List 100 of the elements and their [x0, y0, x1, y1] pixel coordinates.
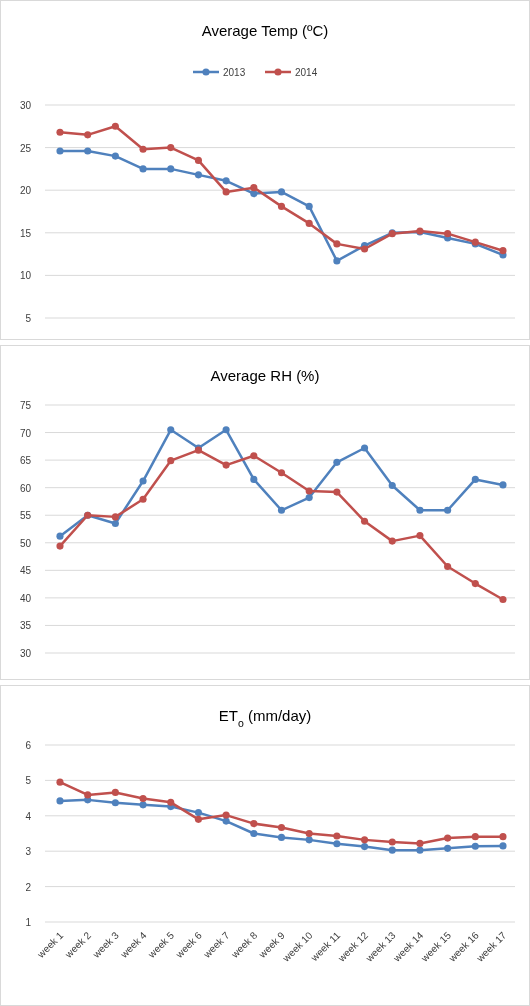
- point: [84, 791, 92, 799]
- chart-title: Average RH (%): [210, 367, 320, 384]
- point: [250, 475, 258, 483]
- point: [139, 145, 147, 153]
- point: [139, 794, 147, 803]
- point: [250, 184, 258, 192]
- point: [222, 177, 230, 185]
- y-tick-label: 45: [19, 565, 32, 577]
- point: [277, 823, 286, 832]
- y-tick-label: 4: [25, 810, 32, 822]
- point: [222, 426, 230, 434]
- y-tick-label: 20: [19, 185, 32, 197]
- y-tick-label: 25: [19, 142, 32, 154]
- point: [416, 506, 424, 514]
- point: [250, 452, 258, 460]
- point: [305, 202, 313, 210]
- point: [388, 846, 396, 854]
- point: [167, 798, 175, 806]
- point: [444, 844, 452, 852]
- point: [444, 834, 452, 842]
- point: [499, 833, 507, 841]
- point: [139, 495, 147, 503]
- point: [56, 147, 64, 155]
- point: [333, 240, 341, 248]
- point: [305, 494, 313, 502]
- point: [277, 469, 286, 477]
- y-tick-label: 15: [19, 227, 32, 239]
- point: [139, 477, 147, 485]
- legend-label: 2013: [223, 67, 246, 78]
- point: [471, 842, 479, 850]
- point: [444, 506, 452, 514]
- y-tick-label: 70: [19, 427, 32, 439]
- point: [222, 461, 230, 469]
- y-tick-label: 35: [19, 620, 32, 632]
- point: [333, 458, 341, 466]
- point: [56, 542, 64, 550]
- point: [56, 128, 64, 136]
- point: [499, 247, 507, 255]
- point: [222, 188, 230, 196]
- point: [333, 832, 341, 840]
- point: [360, 444, 369, 452]
- point: [111, 519, 119, 528]
- point: [194, 156, 203, 164]
- point: [444, 230, 452, 238]
- point: [416, 532, 424, 540]
- point: [167, 457, 175, 465]
- point: [416, 839, 424, 847]
- y-tick-label: 5: [25, 313, 32, 324]
- y-tick-label: 75: [19, 400, 32, 411]
- point: [360, 843, 369, 851]
- point: [250, 820, 258, 828]
- point: [471, 475, 479, 483]
- point: [194, 171, 203, 179]
- y-tick-label: 2: [25, 881, 32, 893]
- point: [444, 562, 452, 571]
- point: [111, 152, 119, 160]
- point: [305, 219, 313, 227]
- point: [56, 532, 64, 540]
- chart-title: Average Temp (ºC): [201, 22, 329, 39]
- point: [499, 481, 507, 489]
- y-tick-label: 60: [19, 482, 32, 494]
- point: [333, 840, 341, 848]
- legend-label: 2014: [295, 67, 318, 78]
- point: [250, 829, 258, 838]
- point: [56, 797, 64, 805]
- point: [56, 778, 64, 786]
- y-tick-label: 5: [25, 775, 32, 787]
- y-tick-label: 10: [19, 270, 32, 282]
- point: [139, 165, 147, 173]
- point: [360, 517, 369, 525]
- point: [250, 190, 258, 198]
- y-tick-label: 50: [19, 537, 32, 549]
- point: [471, 580, 479, 588]
- y-tick-label: 3: [25, 846, 32, 858]
- y-tick-label: 30: [19, 100, 32, 111]
- point: [277, 188, 286, 196]
- point: [84, 147, 92, 155]
- point: [167, 165, 175, 173]
- point: [167, 426, 175, 434]
- point: [194, 815, 203, 823]
- point: [111, 122, 119, 130]
- y-tick-label: 6: [25, 740, 32, 751]
- point: [499, 595, 507, 604]
- point: [305, 487, 313, 495]
- point: [305, 829, 313, 838]
- y-tick-label: 55: [19, 510, 32, 522]
- y-tick-label: 40: [19, 592, 32, 604]
- point: [305, 836, 313, 844]
- y-tick-label: 30: [19, 648, 32, 659]
- point: [416, 846, 424, 854]
- point: [360, 836, 369, 844]
- point: [84, 131, 92, 139]
- point: [222, 817, 230, 825]
- point: [111, 513, 119, 521]
- point: [388, 481, 396, 490]
- point: [388, 537, 396, 545]
- point: [111, 799, 119, 807]
- point: [139, 801, 147, 809]
- point: [333, 488, 341, 496]
- point: [333, 257, 341, 265]
